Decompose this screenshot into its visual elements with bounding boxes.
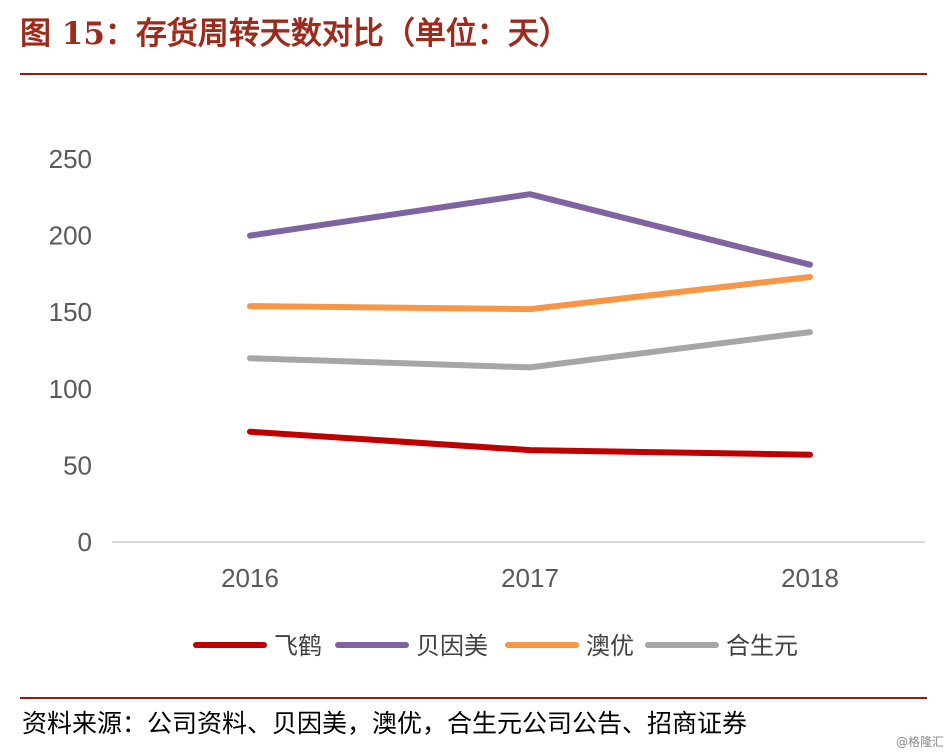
series-line-2 [247, 191, 813, 268]
watermark: @格隆汇 [895, 735, 944, 749]
series-layer [247, 191, 813, 458]
series-line-3 [247, 274, 813, 313]
series-line-1 [247, 428, 813, 458]
title-divider [20, 73, 927, 75]
chart-title: 图 15：存货周转天数对比（单位：天） [20, 16, 570, 52]
y-tick-label: 200 [49, 221, 92, 251]
legend-label-1: 飞鹤 [274, 632, 322, 660]
source-divider [20, 697, 927, 699]
y-tick-label: 50 [63, 450, 92, 480]
y-tick-label: 250 [49, 144, 92, 174]
series-line-4 [247, 329, 813, 371]
x-tick-label: 2018 [781, 563, 839, 593]
legend-label-4: 合生元 [726, 632, 798, 660]
y-tick-label: 150 [49, 297, 92, 327]
y-axis-ticks: 0 50 100 150 200 250 [49, 144, 92, 557]
x-axis-ticks: 2016 2017 2018 [221, 563, 839, 593]
source-note: 资料来源：公司资料、贝因美，澳优，合生元公司公告、招商证券 [22, 709, 748, 738]
legend-label-3: 澳优 [586, 632, 634, 660]
x-tick-label: 2016 [221, 563, 279, 593]
y-tick-label: 0 [78, 527, 92, 557]
legend-label-2: 贝因美 [416, 632, 488, 660]
legend: 飞鹤 贝因美 澳优 合生元 [193, 632, 798, 660]
x-tick-label: 2017 [501, 563, 559, 593]
y-tick-label: 100 [49, 374, 92, 404]
